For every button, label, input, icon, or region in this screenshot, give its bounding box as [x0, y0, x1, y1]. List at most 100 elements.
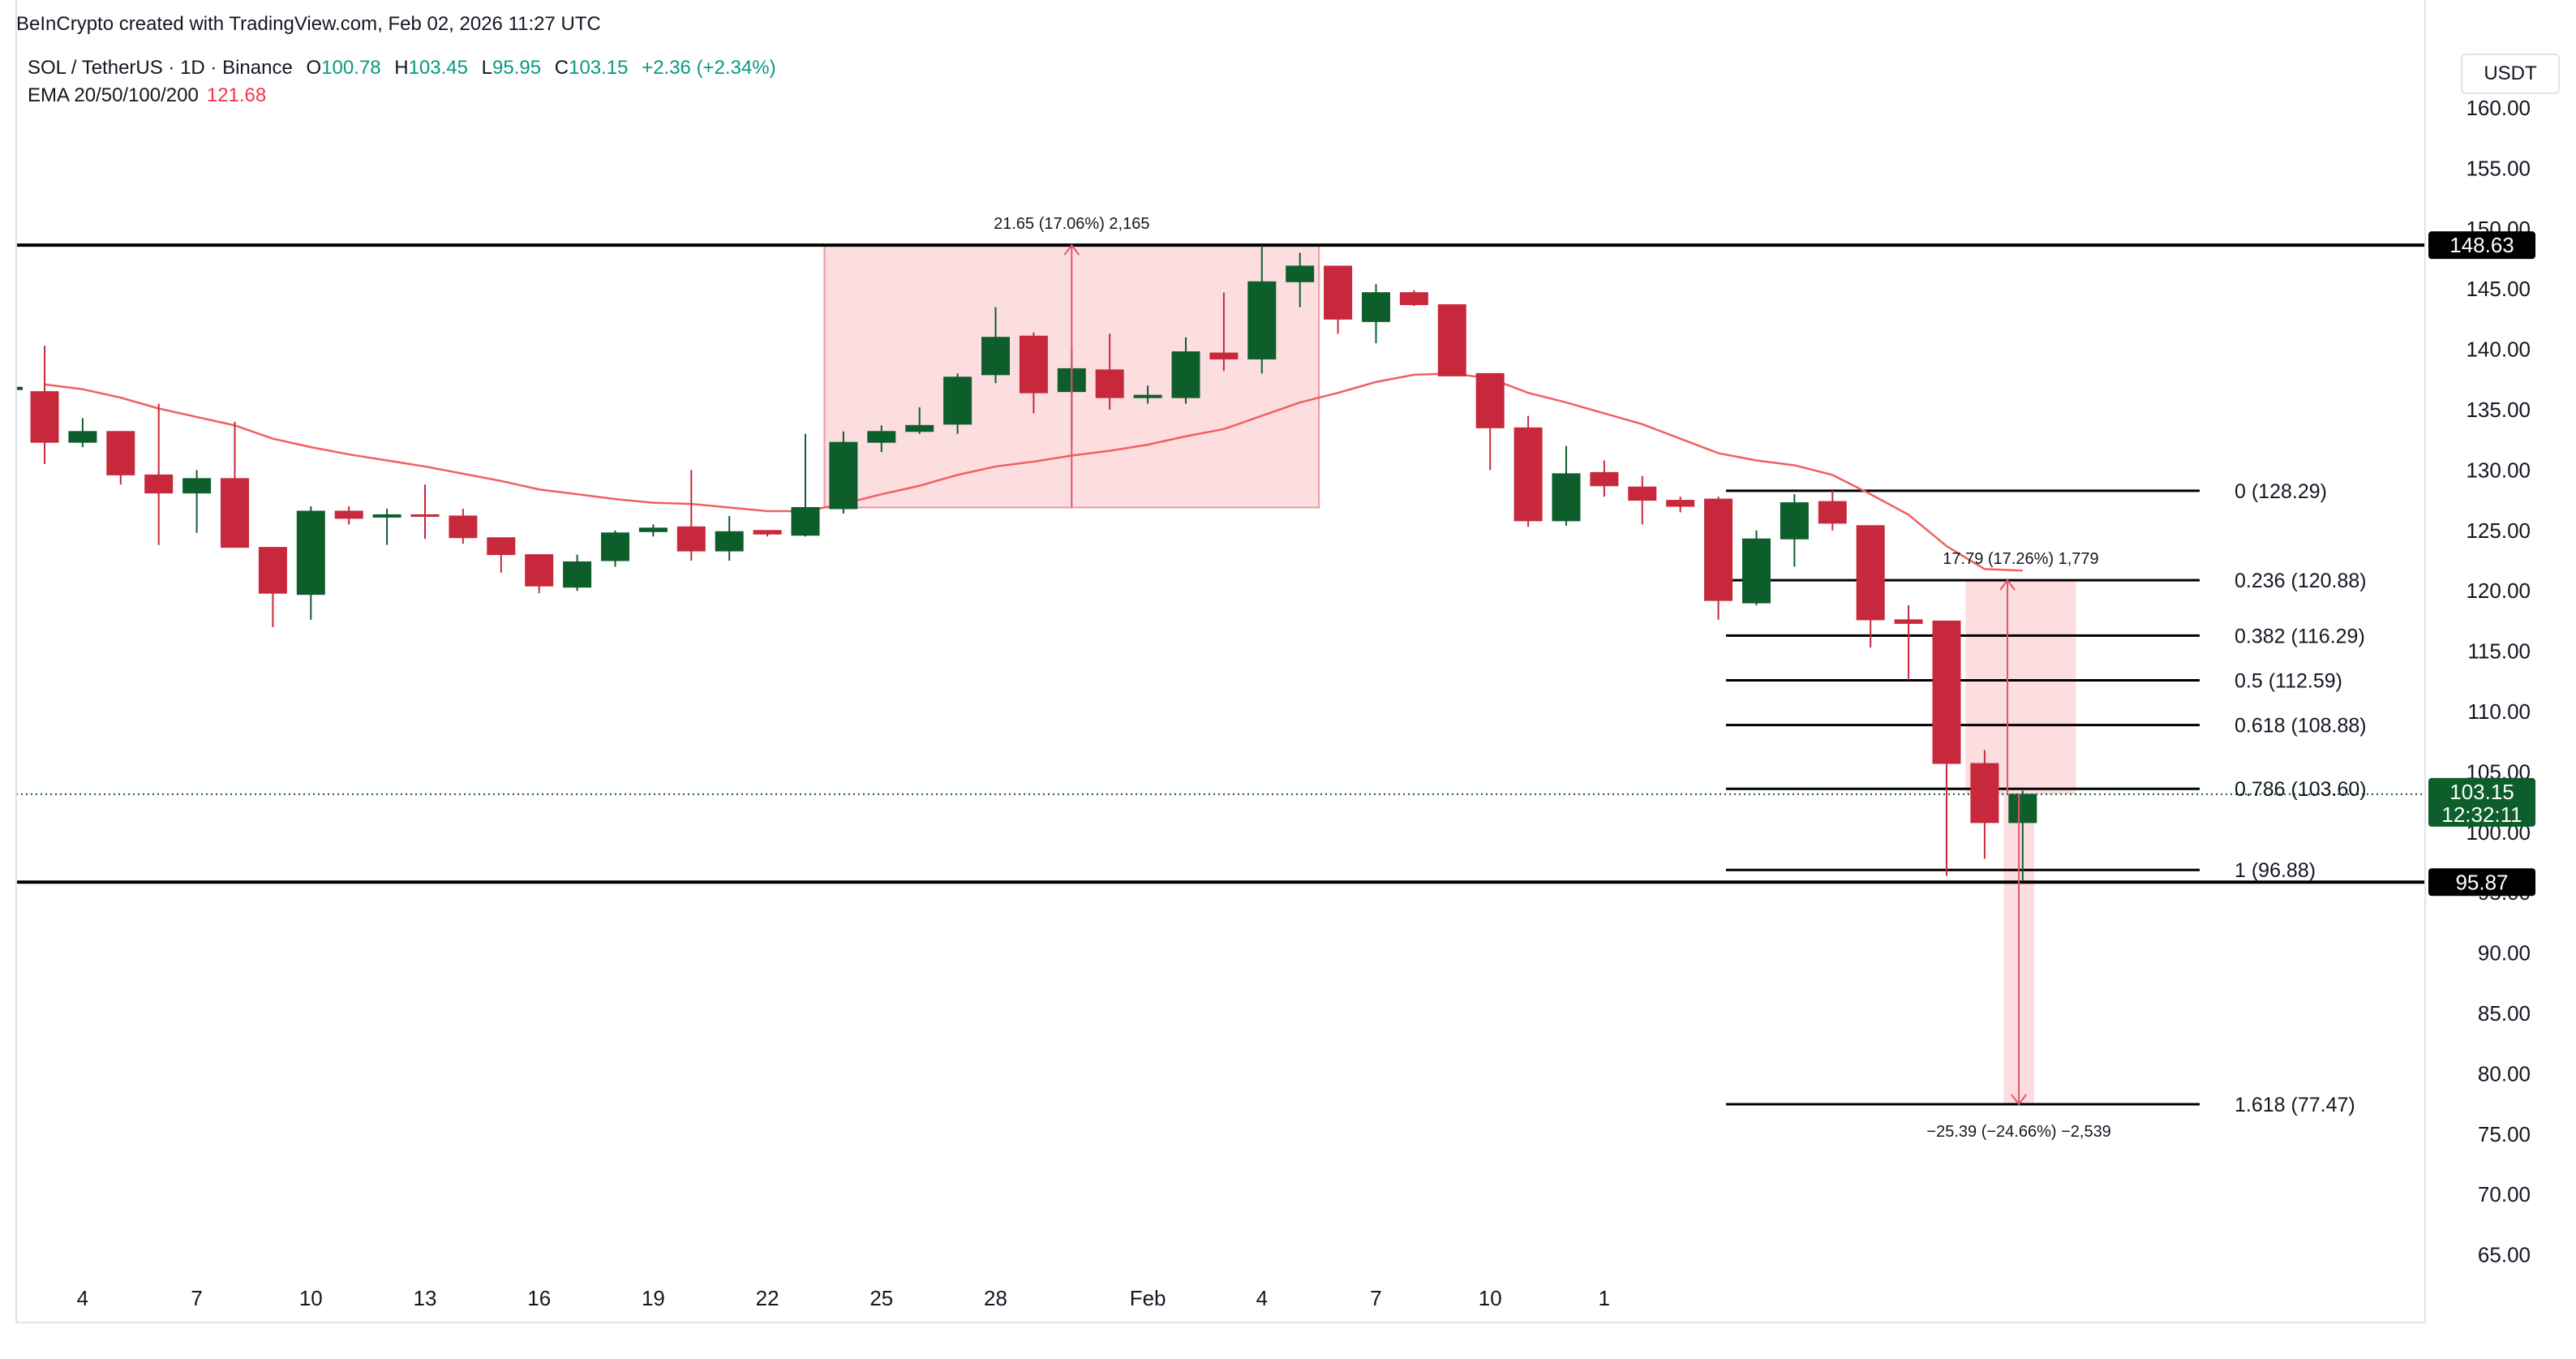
candle-body: [1742, 538, 1771, 604]
candle-body: [1324, 265, 1353, 320]
candle: [372, 509, 401, 545]
axes: 160.00155.00150.00145.00140.00135.00130.…: [15, 0, 2531, 1323]
candle-body: [715, 531, 744, 552]
candle-body: [1513, 427, 1543, 522]
candle: [601, 530, 629, 567]
candle: [221, 421, 249, 548]
close-value: 103.15: [569, 57, 629, 79]
candle: [1133, 385, 1162, 404]
candle: [1970, 750, 1999, 859]
candle: [715, 515, 744, 561]
price-tag-countdown: 12:32:11: [2441, 802, 2522, 827]
price-tick-label: 115.00: [2467, 639, 2531, 664]
candle-body: [68, 431, 97, 443]
candle: [1628, 475, 1657, 525]
candle: [791, 433, 820, 537]
candle: [68, 418, 97, 448]
candle: [1590, 460, 1619, 497]
candle-body: [1780, 502, 1809, 540]
candle-body: [144, 474, 174, 494]
candle: [487, 537, 516, 573]
close-label: C: [554, 57, 569, 79]
candle-body: [182, 478, 212, 494]
candle: [563, 554, 592, 591]
measure-arrow-head: [2011, 1094, 2027, 1106]
price-tick-label: 80.00: [2478, 1061, 2531, 1086]
candle-body: [2008, 793, 2037, 824]
candle-body: [1095, 369, 1124, 398]
candle: [676, 470, 706, 561]
price-tag-box: [2428, 231, 2535, 260]
ema-value: 121.68: [206, 84, 267, 106]
candle-body: [753, 530, 782, 535]
price-tick-label: 130.00: [2466, 458, 2531, 482]
price-tick-label: 120.00: [2466, 578, 2531, 603]
candle: [943, 373, 972, 434]
candle-body: [1019, 335, 1048, 394]
symbol-legend[interactable]: SOL / TetherUS · 1D · Binance O100.78 H1…: [28, 57, 776, 80]
fib-level-label: 0.786 (103.60): [2235, 778, 2367, 801]
candle-body: [791, 507, 820, 536]
fib-level-label: 0 (128.29): [2235, 480, 2327, 503]
measure-arrow-head: [1999, 578, 2016, 591]
candle-body: [1628, 486, 1657, 501]
open-value: 100.78: [321, 57, 381, 79]
candle: [334, 506, 363, 525]
candle: [1932, 620, 1961, 876]
candle-body: [1704, 498, 1733, 601]
ema-legend[interactable]: EMA 20/50/100/200 121.68: [28, 84, 266, 107]
candle: [1666, 497, 1695, 513]
candle: [638, 524, 668, 537]
candle: [1742, 530, 1771, 606]
candle-body: [905, 424, 934, 432]
candle: [829, 431, 858, 514]
fib-level-label: 0.236 (120.88): [2235, 570, 2367, 592]
candle-body: [601, 532, 629, 561]
change-value: +2.36 (+2.34%): [642, 57, 776, 79]
price-tick-label: 90.00: [2478, 941, 2531, 965]
high-value: 103.45: [408, 57, 468, 79]
symbol-label[interactable]: SOL / TetherUS · 1D · Binance: [28, 57, 293, 79]
price-tick-label: 75.00: [2478, 1122, 2531, 1146]
price-tag-label: 148.63: [2449, 233, 2514, 257]
fib-retracement[interactable]: 0 (128.29) 0.236 (120.88) 0.382 (116.29) 0.…: [1726, 480, 2367, 1116]
candle-body: [296, 510, 325, 596]
candle: [1780, 494, 1809, 567]
candle: [525, 554, 554, 594]
candle-body: [1171, 351, 1200, 398]
candle-body: [943, 376, 972, 425]
time-tick-label: 22: [756, 1286, 779, 1310]
candle: [1247, 245, 1277, 374]
candle: [1856, 525, 1885, 648]
candle: [30, 346, 59, 464]
candle-body: [372, 514, 401, 518]
open-label: O: [306, 57, 322, 79]
candle: [1209, 292, 1239, 372]
price-tick-label: 125.00: [2466, 518, 2531, 543]
time-tick-label: 25: [869, 1286, 893, 1310]
ema-line: [44, 372, 2023, 572]
price-tick-label: 140.00: [2466, 338, 2531, 362]
currency-button[interactable]: USDT: [2461, 54, 2560, 94]
time-tick-label: 13: [414, 1286, 437, 1310]
candle-body: [1818, 501, 1847, 524]
candle: [753, 530, 782, 537]
candle-body: [1894, 619, 1923, 624]
price-tick-label: 155.00: [2466, 156, 2531, 180]
candlesticks: [16, 245, 2037, 882]
fib-level-label: 1.618 (77.47): [2235, 1094, 2355, 1116]
candle-body: [258, 547, 287, 594]
candle-body: [829, 441, 858, 510]
candle: [449, 509, 478, 544]
candle-body: [106, 431, 135, 475]
candle: [1475, 372, 1505, 471]
fib-level-label: 0.618 (108.88): [2235, 715, 2367, 738]
fib-level-label: 0.382 (116.29): [2235, 625, 2365, 647]
price-tick-label: 70.00: [2478, 1182, 2531, 1206]
ema-label[interactable]: EMA 20/50/100/200: [28, 84, 199, 106]
time-tick-label: Feb: [1130, 1286, 1166, 1310]
candle-body: [1932, 620, 1961, 764]
candle: [1362, 284, 1390, 344]
